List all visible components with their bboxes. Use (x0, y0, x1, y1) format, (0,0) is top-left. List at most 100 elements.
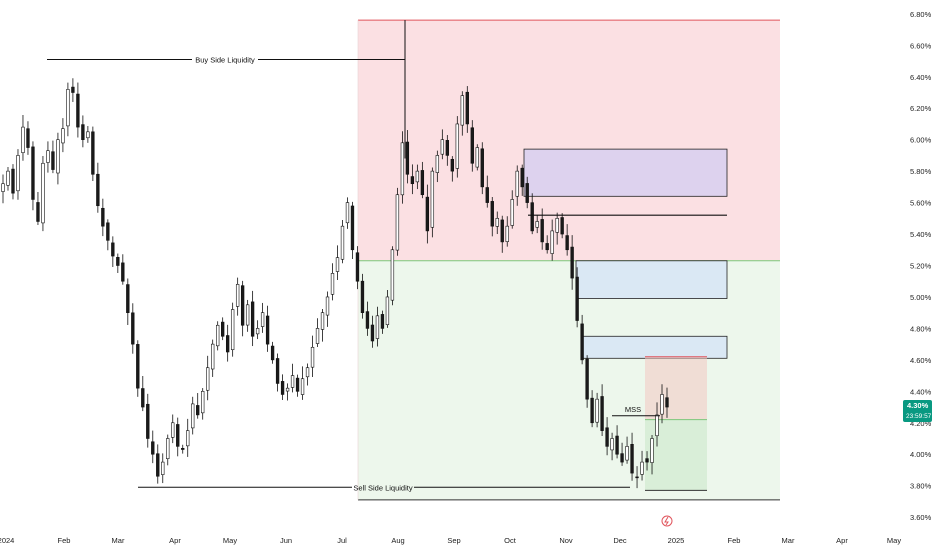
candle[interactable] (425, 196, 430, 232)
candle[interactable] (355, 252, 360, 282)
candle[interactable] (166, 438, 170, 460)
candle[interactable] (490, 201, 494, 227)
candle[interactable] (540, 219, 544, 243)
candle[interactable] (590, 397, 594, 424)
candle[interactable] (655, 414, 659, 437)
candle[interactable] (615, 435, 619, 455)
candle[interactable] (126, 284, 130, 313)
candle[interactable] (410, 176, 415, 185)
candle[interactable] (136, 344, 140, 389)
candle[interactable] (415, 170, 420, 183)
candle[interactable] (171, 422, 175, 438)
candle[interactable] (16, 155, 20, 192)
candle[interactable] (375, 315, 380, 339)
candle[interactable] (505, 225, 509, 242)
candle[interactable] (630, 444, 634, 474)
candle[interactable] (300, 378, 305, 395)
candle[interactable] (216, 324, 220, 347)
candle[interactable] (535, 221, 539, 228)
candle[interactable] (265, 315, 270, 345)
candle[interactable] (61, 128, 65, 144)
candle[interactable] (520, 167, 524, 188)
candle[interactable] (350, 205, 355, 251)
candle[interactable] (141, 388, 145, 408)
candle[interactable] (440, 139, 445, 155)
candle[interactable] (555, 218, 559, 233)
candle[interactable] (290, 375, 295, 388)
candle[interactable] (36, 202, 40, 222)
candle[interactable] (575, 276, 579, 321)
candle[interactable] (280, 381, 285, 395)
event-flash-icon[interactable] (661, 515, 673, 527)
candle[interactable] (71, 86, 75, 93)
candle[interactable] (211, 343, 215, 370)
candle[interactable] (220, 321, 225, 337)
candle[interactable] (285, 387, 290, 392)
candle[interactable] (196, 405, 200, 416)
candle[interactable] (465, 91, 469, 125)
candle[interactable] (565, 235, 569, 251)
candle[interactable] (240, 285, 245, 326)
candle[interactable] (305, 367, 310, 378)
candle[interactable] (310, 346, 315, 368)
candle[interactable] (21, 126, 25, 154)
candle[interactable] (335, 257, 340, 272)
candle[interactable] (245, 304, 250, 326)
candle[interactable] (400, 142, 405, 196)
candle[interactable] (545, 243, 549, 251)
candle[interactable] (635, 476, 639, 479)
candle[interactable] (66, 89, 70, 127)
candle[interactable] (530, 202, 534, 232)
candle[interactable] (620, 453, 624, 463)
candle[interactable] (340, 225, 345, 260)
candle[interactable] (161, 461, 165, 475)
candle[interactable] (260, 312, 265, 327)
candle[interactable] (235, 284, 240, 307)
candle[interactable] (610, 438, 614, 451)
candle[interactable] (550, 230, 554, 254)
candle[interactable] (485, 187, 489, 203)
candle[interactable] (665, 397, 669, 408)
candle[interactable] (111, 242, 115, 257)
candle[interactable] (176, 424, 180, 447)
candle[interactable] (475, 147, 479, 168)
candle[interactable] (201, 391, 205, 414)
candle[interactable] (275, 358, 280, 384)
candle[interactable] (86, 131, 90, 139)
candle[interactable] (570, 246, 574, 279)
candle[interactable] (26, 128, 30, 148)
candle[interactable] (470, 127, 474, 164)
candle[interactable] (645, 458, 649, 463)
candle[interactable] (560, 217, 564, 235)
candle[interactable] (206, 367, 210, 391)
candle[interactable] (325, 296, 330, 316)
candle[interactable] (605, 427, 609, 447)
candle[interactable] (96, 173, 100, 207)
candle[interactable] (420, 170, 425, 196)
candle[interactable] (480, 148, 484, 188)
candle[interactable] (51, 151, 55, 170)
candle[interactable] (116, 257, 120, 266)
candle[interactable] (76, 93, 80, 128)
candle[interactable] (345, 202, 350, 224)
candle[interactable] (455, 123, 459, 169)
candle[interactable] (320, 312, 325, 330)
candle[interactable] (365, 311, 370, 329)
candle[interactable] (121, 262, 125, 282)
candle[interactable] (510, 199, 514, 226)
candle[interactable] (395, 194, 400, 251)
candle[interactable] (515, 170, 519, 197)
candle[interactable] (315, 328, 320, 344)
candle[interactable] (81, 124, 85, 140)
candle[interactable] (156, 453, 160, 477)
candle[interactable] (405, 141, 410, 175)
candle[interactable] (460, 95, 464, 126)
candle[interactable] (31, 146, 35, 200)
candle[interactable] (1, 183, 5, 192)
candle[interactable] (270, 345, 275, 361)
candle[interactable] (360, 280, 365, 313)
candle[interactable] (625, 446, 629, 461)
candle[interactable] (255, 328, 260, 335)
candle[interactable] (640, 461, 644, 475)
